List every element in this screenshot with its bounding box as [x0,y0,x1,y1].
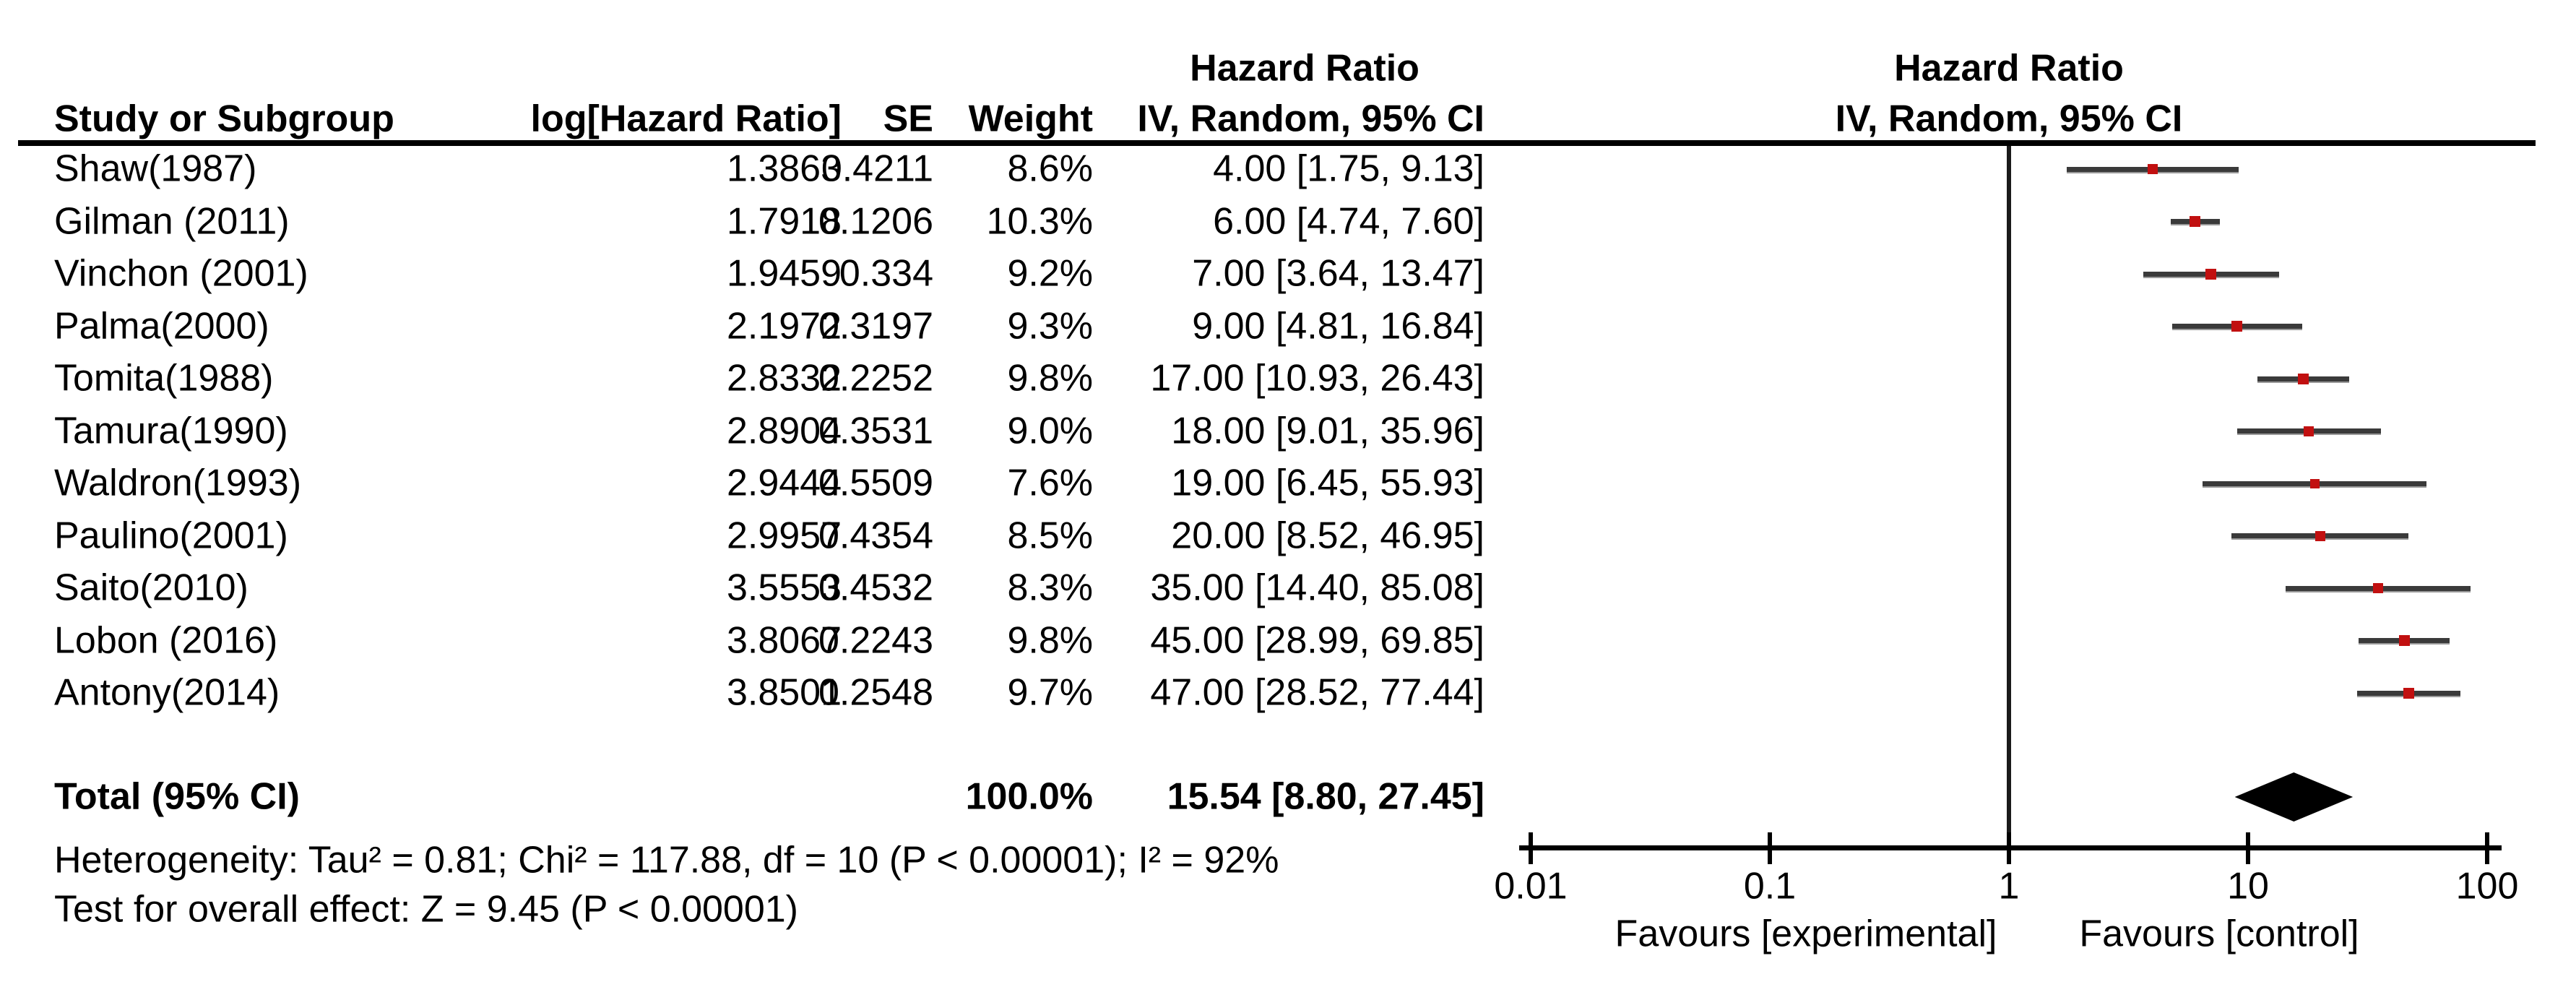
x-axis-tick [2485,832,2489,864]
study-se: 0.334 [839,252,933,295]
study-ci: 6.00 [4.74, 7.60] [1213,200,1484,243]
study-ci: 19.00 [6.45, 55.93] [1171,462,1484,504]
study-ci: 35.00 [14.40, 85.08] [1150,566,1484,609]
study-ci: 47.00 [28.52, 77.44] [1150,671,1484,714]
effect-marker [2148,164,2158,174]
effect-marker [2297,373,2309,384]
study-se: 0.4354 [818,514,933,557]
study-se: 0.3531 [818,410,933,452]
header-rule [18,140,2536,146]
effect-column-header-line1: Hazard Ratio [1190,47,1419,90]
no-effect-line [2007,146,2011,848]
plot-column-header-line1: Hazard Ratio [1894,47,2124,90]
study-loghr: 2.8904 [726,410,842,452]
x-axis-tick-label: 0.1 [1743,865,1797,908]
study-weight: 9.2% [1007,252,1093,295]
study-loghr: 2.8332 [726,357,842,400]
pooled-diamond [2234,772,2354,822]
study-weight: 9.7% [1007,671,1093,714]
study-se: 0.2243 [818,619,933,662]
heterogeneity-stats: Heterogeneity: Tau² = 0.81; Chi² = 117.8… [54,839,1279,882]
effect-column-header-line2: IV, Random, 95% CI [1137,98,1484,140]
effect-marker [2403,687,2414,699]
study-ci: 17.00 [10.93, 26.43] [1150,357,1484,400]
study-name: Gilman (2011) [54,200,290,243]
study-ci: 4.00 [1.75, 9.13] [1213,147,1484,190]
study-se: 0.3197 [818,305,933,348]
study-weight: 8.6% [1007,147,1093,190]
loghr-column-header: log[Hazard Ratio] [530,98,842,140]
study-loghr: 2.9444 [726,462,842,504]
total-label: Total (95% CI) [54,775,300,818]
study-name: Antony(2014) [54,671,280,714]
study-ci: 20.00 [8.52, 46.95] [1171,514,1484,557]
study-column-header: Study or Subgroup [54,98,394,140]
x-axis-tick-label: 100 [2455,865,2519,908]
study-weight: 9.8% [1007,357,1093,400]
overall-effect-test: Test for overall effect: Z = 9.45 (P < 0… [54,888,798,931]
effect-marker [2304,426,2314,436]
study-weight: 9.3% [1007,305,1093,348]
study-se: 0.1206 [818,200,933,243]
study-loghr: 1.7918 [726,200,842,243]
study-weight: 8.5% [1007,514,1093,557]
study-ci: 7.00 [3.64, 13.47] [1192,252,1484,295]
study-loghr: 2.9957 [726,514,842,557]
effect-marker [2398,635,2410,646]
plot-column-header-line2: IV, Random, 95% CI [1835,98,2183,140]
study-name: Lobon (2016) [54,619,278,662]
study-name: Tamura(1990) [54,410,288,452]
study-weight: 9.8% [1007,619,1093,662]
effect-marker [2231,321,2243,332]
x-axis-tick [2007,832,2011,864]
study-se: 0.4532 [818,566,933,609]
effect-marker [2205,268,2217,280]
study-se: 0.4211 [821,147,933,190]
effect-marker [2190,216,2201,227]
study-name: Paulino(2001) [54,514,288,557]
study-ci: 9.00 [4.81, 16.84] [1192,305,1484,348]
x-axis-tick [1768,832,1772,864]
x-axis-tick [1529,832,1533,864]
favours-right-label: Favours [control] [2079,913,2359,955]
study-loghr: 2.1972 [726,305,842,348]
study-name: Palma(2000) [54,305,269,348]
study-weight: 9.0% [1007,410,1093,452]
effect-marker [2373,583,2384,593]
study-se: 0.2252 [818,357,933,400]
se-column-header: SE [883,98,933,140]
effect-marker [2314,530,2325,541]
study-ci: 45.00 [28.99, 69.85] [1150,619,1484,662]
total-weight: 100.0% [965,775,1093,818]
study-weight: 7.6% [1007,462,1093,504]
study-loghr: 3.8501 [726,671,842,714]
x-axis-tick-label: 0.01 [1494,865,1568,908]
x-axis-tick-label: 1 [1998,865,2020,908]
weight-column-header: Weight [968,98,1093,140]
study-name: Shaw(1987) [54,147,257,190]
study-weight: 8.3% [1007,566,1093,609]
study-loghr: 3.8067 [726,619,842,662]
study-name: Saito(2010) [54,566,248,609]
study-weight: 10.3% [986,200,1093,243]
effect-marker [2309,478,2320,488]
study-se: 0.5509 [818,462,933,504]
study-se: 0.2548 [818,671,933,714]
study-loghr: 1.9459 [726,252,842,295]
study-loghr: 3.5553 [726,566,842,609]
study-loghr: 1.3863 [726,147,842,190]
study-name: Vinchon (2001) [54,252,308,295]
x-axis-tick [2246,832,2250,864]
favours-left-label: Favours [experimental] [1615,913,1997,955]
study-name: Tomita(1988) [54,357,274,400]
study-name: Waldron(1993) [54,462,302,504]
total-ci: 15.54 [8.80, 27.45] [1167,775,1484,818]
study-ci: 18.00 [9.01, 35.96] [1171,410,1484,452]
x-axis-tick-label: 10 [2227,865,2269,908]
